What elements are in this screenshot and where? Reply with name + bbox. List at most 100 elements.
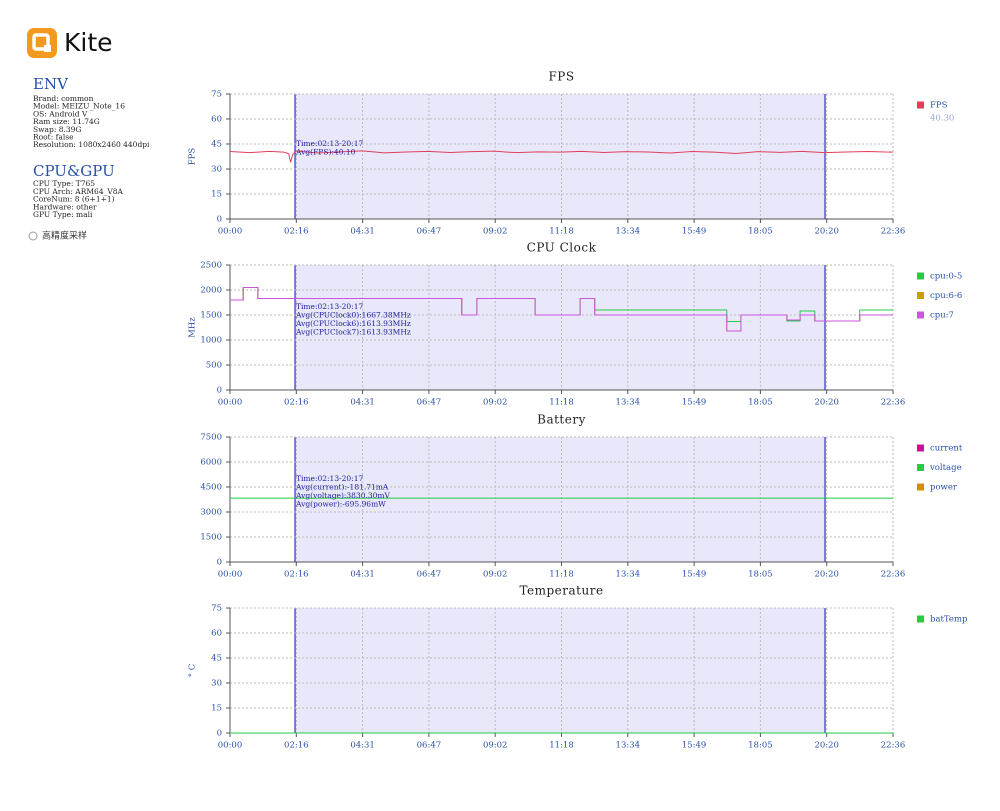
x-tick-label: 04:31 bbox=[350, 741, 375, 751]
env-line: Model: MEIZU_Note_16 bbox=[33, 102, 125, 111]
x-tick-label: 00:00 bbox=[218, 398, 243, 408]
x-tick-label: 11:18 bbox=[549, 227, 574, 237]
x-tick-label: 06:47 bbox=[417, 398, 442, 408]
selection-region bbox=[295, 94, 826, 219]
y-tick-label: 15 bbox=[211, 190, 222, 200]
annotation: Avg(FPS):40.10 bbox=[295, 148, 356, 157]
env-line: Resolution: 1080x2460 440dpi bbox=[33, 140, 150, 149]
x-tick-label: 18:05 bbox=[748, 227, 773, 237]
x-tick-label: 02:16 bbox=[284, 227, 309, 237]
annotation: Avg(CPUClock0):1667.38MHz bbox=[295, 311, 411, 320]
x-tick-label: 00:00 bbox=[218, 741, 243, 751]
x-tick-label: 04:31 bbox=[350, 570, 375, 580]
x-tick-label: 15:49 bbox=[682, 398, 707, 408]
y-tick-label: 1500 bbox=[200, 311, 222, 321]
env-line: Swap: 8.39G bbox=[33, 125, 81, 134]
x-tick-label: 04:31 bbox=[350, 398, 375, 408]
y-tick-label: 45 bbox=[211, 654, 222, 664]
legend-label: power bbox=[930, 483, 958, 493]
x-tick-label: 15:49 bbox=[682, 741, 707, 751]
y-tick-label: 75 bbox=[211, 604, 222, 614]
x-tick-label: 11:18 bbox=[549, 398, 574, 408]
y-tick-label: 6000 bbox=[200, 458, 222, 468]
x-tick-label: 13:34 bbox=[616, 741, 641, 751]
x-tick-label: 09:02 bbox=[483, 227, 508, 237]
radio[interactable] bbox=[28, 231, 38, 241]
x-tick-label: 15:49 bbox=[682, 227, 707, 237]
x-tick-label: 09:02 bbox=[483, 398, 508, 408]
selection-region bbox=[295, 265, 826, 390]
selection-region bbox=[295, 608, 826, 733]
cpu-gpu-line: CPU Arch: ARM64_V8A bbox=[33, 187, 124, 196]
logo-text: Kite bbox=[64, 28, 113, 57]
y-tick-label: 60 bbox=[211, 629, 222, 639]
x-tick-label: 06:47 bbox=[417, 227, 442, 237]
x-tick-label: 02:16 bbox=[284, 570, 309, 580]
x-tick-label: 06:47 bbox=[417, 570, 442, 580]
legend-label: batTemp bbox=[930, 615, 968, 625]
x-tick-label: 13:34 bbox=[616, 227, 641, 237]
env-line: Brand: common bbox=[33, 94, 94, 103]
x-tick-label: 13:34 bbox=[616, 398, 641, 408]
x-tick-label: 00:00 bbox=[218, 227, 243, 237]
legend-swatch bbox=[917, 483, 924, 491]
x-tick-label: 20:20 bbox=[814, 227, 839, 237]
cpu-gpu-title: CPU&GPU bbox=[33, 162, 115, 180]
x-tick-label: 22:36 bbox=[881, 398, 906, 408]
annotation: Avg(CPUClock7):1613.93MHz bbox=[295, 328, 411, 337]
cpu-gpu-line: GPU Type: mali bbox=[33, 210, 93, 219]
x-tick-label: 20:20 bbox=[814, 741, 839, 751]
annotation: Avg(power):-695.96mW bbox=[295, 500, 386, 509]
x-tick-label: 00:00 bbox=[218, 570, 243, 580]
x-tick-label: 04:31 bbox=[350, 227, 375, 237]
y-tick-label: 500 bbox=[206, 361, 222, 371]
logo-glyph bbox=[44, 45, 51, 52]
x-tick-label: 13:34 bbox=[616, 570, 641, 580]
y-tick-label: 1000 bbox=[200, 336, 222, 346]
y-axis-label: ° C bbox=[188, 664, 198, 677]
x-tick-label: 11:18 bbox=[549, 570, 574, 580]
selection-region bbox=[295, 437, 826, 562]
legend-swatch bbox=[917, 101, 924, 109]
legend-label: cpu:6-6 bbox=[930, 291, 962, 301]
annotation: Avg(current):-181.71mA bbox=[295, 483, 389, 492]
series-line bbox=[230, 287, 893, 332]
chart-title: Battery bbox=[537, 413, 586, 427]
annotation: Avg(CPUClock6):1613.93MHz bbox=[295, 319, 411, 328]
x-tick-label: 09:02 bbox=[483, 570, 508, 580]
y-tick-label: 2500 bbox=[200, 261, 222, 271]
y-tick-label: 45 bbox=[211, 140, 222, 150]
legend-label: cpu:7 bbox=[930, 311, 954, 321]
y-tick-label: 30 bbox=[211, 165, 222, 175]
legend-label: FPS bbox=[930, 101, 948, 111]
legend-swatch bbox=[917, 615, 924, 623]
y-tick-label: 0 bbox=[217, 729, 222, 739]
y-tick-label: 15 bbox=[211, 704, 222, 714]
y-tick-label: 60 bbox=[211, 115, 222, 125]
x-tick-label: 18:05 bbox=[748, 570, 773, 580]
x-tick-label: 06:47 bbox=[417, 741, 442, 751]
series-line bbox=[229, 150, 894, 163]
legend-label: cpu:0-5 bbox=[930, 272, 962, 282]
legend-swatch bbox=[917, 311, 924, 319]
legend-label: voltage bbox=[929, 463, 962, 473]
y-tick-label: 1500 bbox=[200, 533, 222, 543]
chart-title: FPS bbox=[548, 70, 574, 84]
y-tick-label: 0 bbox=[217, 558, 222, 568]
legend-swatch bbox=[917, 444, 924, 452]
x-tick-label: 22:36 bbox=[881, 570, 906, 580]
y-tick-label: 7500 bbox=[200, 433, 222, 443]
env-line: Ram size: 11.74G bbox=[33, 117, 100, 126]
legend-value: 40.30 bbox=[930, 114, 954, 124]
y-tick-label: 2000 bbox=[200, 286, 222, 296]
radio-label[interactable]: 高精度采样 bbox=[42, 230, 87, 242]
x-tick-label: 20:20 bbox=[814, 570, 839, 580]
x-tick-label: 02:16 bbox=[284, 398, 309, 408]
y-tick-label: 3000 bbox=[200, 508, 222, 518]
annotation: Time:02:13-20:17 bbox=[296, 139, 363, 148]
cpu-gpu-line: Hardware: other bbox=[33, 202, 97, 211]
x-tick-label: 15:49 bbox=[682, 570, 707, 580]
y-axis-label: FPS bbox=[188, 148, 198, 166]
